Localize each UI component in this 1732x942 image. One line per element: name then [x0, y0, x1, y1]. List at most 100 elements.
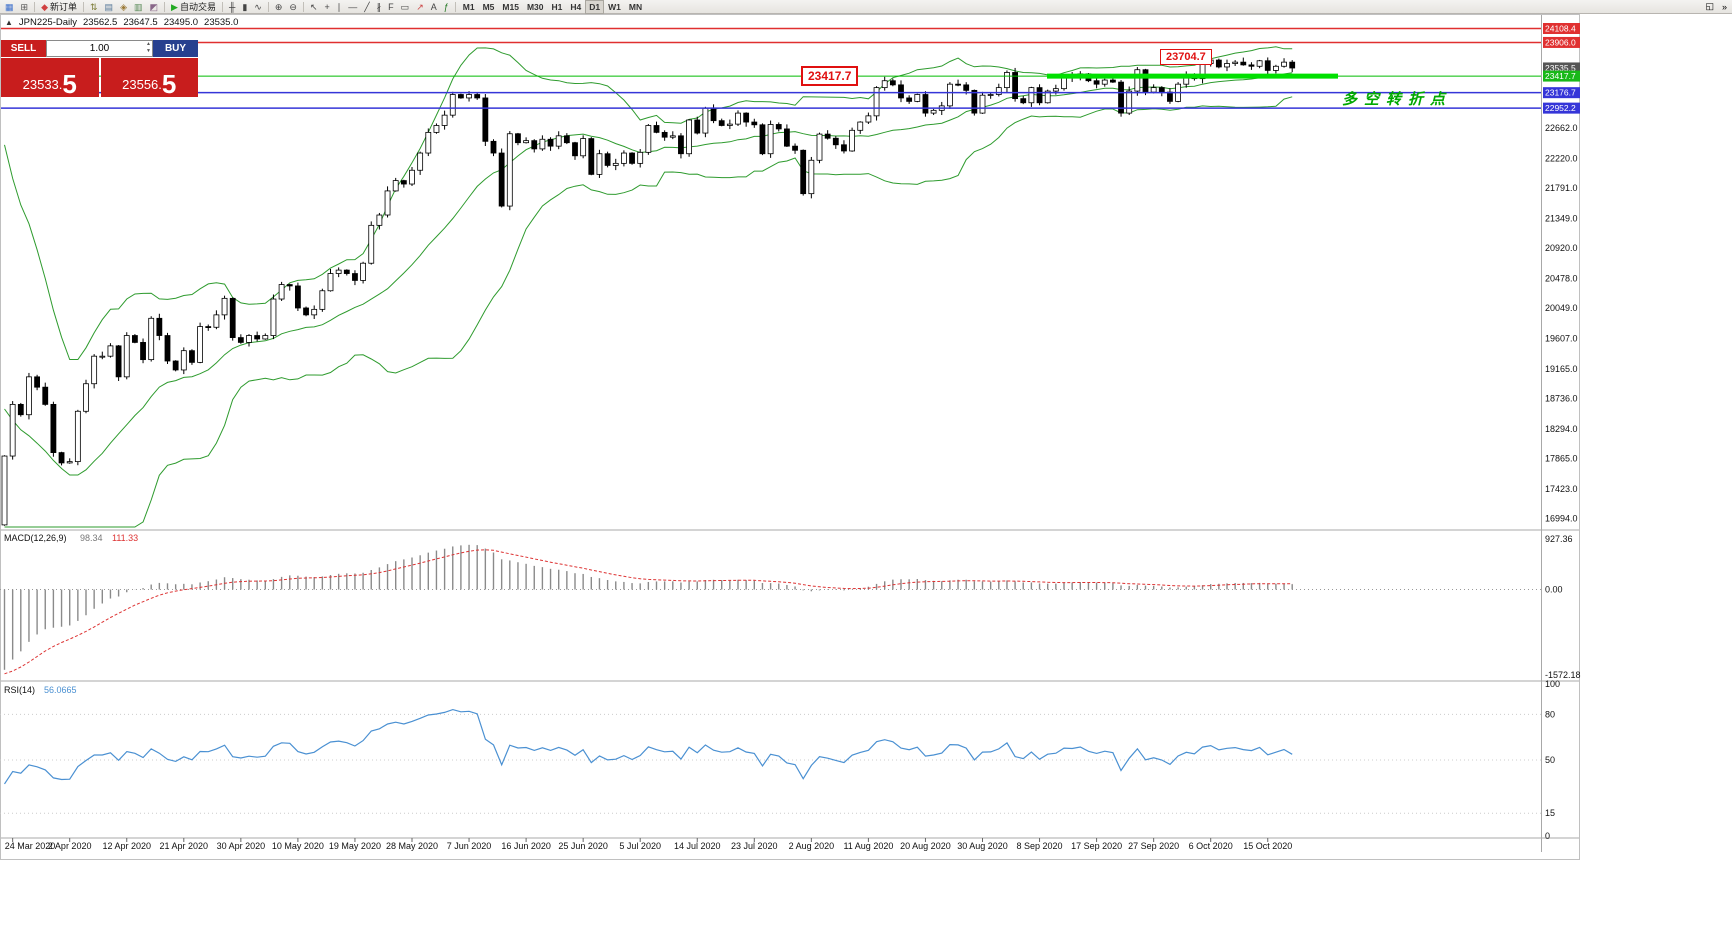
navigator-icon[interactable]: ◈ [117, 0, 130, 14]
timeframe-d1[interactable]: D1 [585, 0, 605, 14]
one-click-trading-panel: SELL 1.00 ▲ ▼ BUY 23533. 5 23556. 5 [1, 40, 198, 97]
ohlc-high: 23647.5 [123, 17, 158, 28]
stepper-up-icon[interactable]: ▲ [146, 41, 151, 47]
svg-text:25 Jun 2020: 25 Jun 2020 [558, 841, 608, 851]
fibonacci-icon[interactable]: F [385, 0, 397, 14]
cursor-icon: ↖ [309, 1, 318, 12]
ohlc-close: 23535.0 [204, 17, 239, 28]
svg-text:21349.0: 21349.0 [1545, 214, 1578, 224]
svg-text:30 Apr 2020: 30 Apr 2020 [217, 841, 266, 851]
channel-icon[interactable]: ∦ [374, 0, 385, 14]
svg-text:-1572.18: -1572.18 [1545, 670, 1581, 680]
new-order-icon: ◆ [41, 1, 48, 12]
svg-text:98.34: 98.34 [80, 533, 103, 543]
data-window-icon[interactable]: ▤ [102, 0, 117, 14]
timeframe-mn[interactable]: MN [628, 1, 643, 12]
svg-text:23417.7: 23417.7 [1545, 71, 1576, 81]
toolbar-right-group: ◱» [1702, 0, 1730, 14]
svg-text:30 Aug 2020: 30 Aug 2020 [957, 841, 1008, 851]
new-order-button-label: 新订单 [49, 2, 77, 12]
market-watch-icon: ⇅ [90, 1, 98, 12]
svg-text:24 Mar 2020: 24 Mar 2020 [5, 841, 56, 851]
svg-text:10 May 2020: 10 May 2020 [272, 841, 324, 851]
crosshair-icon[interactable]: + [321, 0, 332, 14]
indicators-icon: ƒ [443, 1, 449, 12]
bar-chart-icon[interactable]: ╫ [226, 0, 238, 14]
vertical-line-icon[interactable]: ∣ [334, 0, 345, 14]
timeframe-m1[interactable]: M1 [462, 1, 475, 12]
chart-ohlc-line: ▲ JPN225-Daily 23562.5 23647.5 23495.0 23535.… [5, 17, 244, 28]
price-axis[interactable]: 22662.0 22220.0 21791.0 21349.0 20920.0 20478… [1543, 23, 1580, 523]
timeframe-h4[interactable]: H4 [570, 1, 582, 12]
shapes-icon[interactable]: ▭ [398, 0, 413, 14]
new-chart-icon[interactable]: ⊞ [18, 0, 32, 14]
svg-text:8 Sep 2020: 8 Sep 2020 [1017, 841, 1063, 851]
horizontal-level-lines[interactable] [0, 27, 1541, 109]
navigator-icon: ◈ [120, 1, 127, 12]
fibonacci-icon: F [388, 1, 394, 12]
chart-canvas[interactable]: 22662.0 22220.0 21791.0 21349.0 20920.0 20478… [0, 0, 1732, 862]
timeframe-w1[interactable]: W1 [608, 1, 621, 12]
restore-window-icon[interactable]: ◱ [1705, 1, 1714, 11]
svg-text:6 Oct 2020: 6 Oct 2020 [1189, 841, 1233, 851]
sell-price-box[interactable]: 23533. 5 [1, 58, 99, 97]
svg-text:7 Jun 2020: 7 Jun 2020 [447, 841, 492, 851]
text-icon[interactable]: A [428, 0, 440, 14]
terminal-icon[interactable]: ▥ [131, 0, 146, 14]
svg-text:17423.0: 17423.0 [1545, 484, 1578, 494]
volume-stepper[interactable]: ▲ ▼ [146, 41, 151, 55]
chart-symbol-period: JPN225-Daily [18, 17, 77, 28]
toolbar-separator [454, 1, 456, 12]
cursor-icon[interactable]: ↖ [307, 0, 321, 14]
volume-value: 1.00 [89, 43, 110, 54]
arrows-icon[interactable]: ↗ [413, 0, 427, 14]
toolbar-separator [164, 1, 166, 12]
price-annotation-23704[interactable]: 23704.7 [1160, 49, 1212, 65]
timeframe-h1[interactable]: H1 [551, 1, 563, 12]
trendline-icon[interactable]: ╱ [361, 0, 372, 14]
candlestick-chart-icon[interactable]: ▮ [239, 0, 250, 14]
market-watch-icon[interactable]: ⇅ [87, 0, 101, 14]
buy-price-big-digit: 5 [161, 68, 177, 99]
strategy-tester-icon: ◩ [149, 1, 159, 12]
svg-text:18736.0: 18736.0 [1545, 393, 1578, 403]
new-order-button[interactable]: ◆ 新订单 [38, 0, 80, 14]
zoom-out-icon: ⊖ [289, 1, 297, 12]
app-icon[interactable]: ▦ [2, 0, 17, 14]
autotrading-button-label: 自动交易 [179, 2, 216, 12]
svg-text:17865.0: 17865.0 [1545, 453, 1578, 463]
toolbar-overflow-icon[interactable]: » [1721, 1, 1727, 12]
timeframe-m30[interactable]: M30 [526, 1, 544, 12]
terminal-icon: ▥ [133, 1, 143, 12]
price-annotation-23417[interactable]: 23417.7 [801, 66, 859, 86]
line-chart-icon[interactable]: ∿ [251, 0, 265, 14]
volume-field[interactable]: 1.00 ▲ ▼ [46, 40, 153, 57]
rsi-pane: RSI(14) 56.0665 100 80 50 15 0 [0, 679, 1560, 841]
timeframe-m5[interactable]: M5 [482, 1, 495, 12]
toolbar-separator [221, 1, 223, 12]
svg-text:22220.0: 22220.0 [1545, 154, 1578, 164]
sell-button[interactable]: SELL [1, 40, 46, 57]
stepper-down-icon[interactable]: ▼ [146, 48, 151, 54]
turning-point-label[interactable]: 多空转折点 [1342, 91, 1453, 108]
timeframe-m15[interactable]: M15 [502, 1, 519, 12]
indicators-icon[interactable]: ƒ [441, 0, 452, 14]
horizontal-line-icon[interactable]: ― [345, 0, 360, 14]
svg-text:927.36: 927.36 [1545, 534, 1573, 544]
buy-price-box[interactable]: 23556. 5 [100, 58, 198, 99]
channel-icon: ∦ [376, 1, 382, 12]
svg-text:28 May 2020: 28 May 2020 [386, 841, 438, 851]
strategy-tester-icon[interactable]: ◩ [147, 0, 162, 14]
macd-pane: MACD(12,26,9) 98.34 111.33 927.36 0.00 -1572.… [0, 533, 1581, 680]
zoom-in-icon[interactable]: ⊕ [272, 0, 286, 14]
toolbar-separator [267, 1, 269, 12]
autotrading-button[interactable]: ▶ 自动交易 [168, 0, 219, 14]
new-chart-icon: ⊞ [20, 1, 29, 12]
trade-panel-price-row: 23533. 5 23556. 5 [1, 58, 198, 97]
svg-text:56.0665: 56.0665 [44, 685, 77, 695]
one-click-collapse-icon[interactable]: ▲ [5, 18, 13, 27]
svg-text:15 Oct 2020: 15 Oct 2020 [1243, 841, 1292, 851]
buy-button[interactable]: BUY [153, 40, 198, 57]
zoom-out-icon[interactable]: ⊖ [286, 0, 300, 14]
